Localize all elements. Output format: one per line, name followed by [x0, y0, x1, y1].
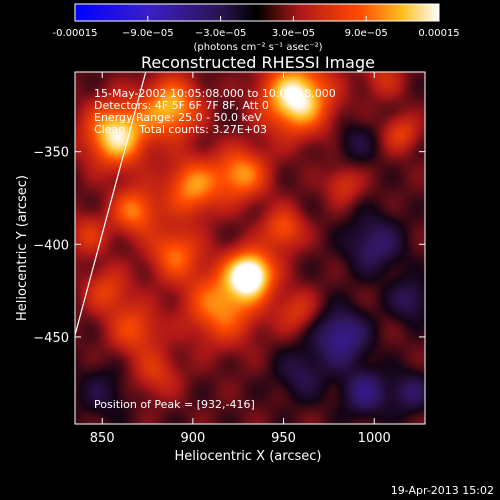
colorbar-tick-label: -0.00015 [53, 28, 98, 39]
annotation-energy: Energy Range: 25.0 - 50.0 keV [94, 111, 262, 124]
y-tick-label: −350 [33, 146, 69, 161]
colorbar-ticks: -0.00015 −9.0e−05 −3.0e−05 3.0e−05 9.0e−05 0.… [53, 16, 460, 39]
peak-position-label: Position of Peak = [932,-416] [94, 398, 255, 411]
colorbar-tick-label: −9.0e−05 [122, 28, 174, 39]
annotation-time: 15-May-2002 10:05:08.000 to 10:08:18.000 [94, 87, 336, 100]
chart-title: Reconstructed RHESSI Image [141, 53, 375, 72]
annotation-detectors: Detectors: 4F 5F 6F 7F 8F, Att 0 [94, 99, 269, 112]
y-tick-label: −450 [33, 331, 69, 346]
limb-line [75, 72, 147, 336]
colorbar-tick-label: 9.0e−05 [345, 28, 388, 39]
colorbar-tick-label: −3.0e−05 [195, 28, 247, 39]
x-tick-label: 900 [180, 431, 205, 446]
x-tick-label: 850 [90, 431, 115, 446]
plot-frame [74, 71, 426, 425]
heatmap-image [75, 72, 425, 424]
heatmap-plot: 850 900 950 1000 −450 −400 −350 [33, 71, 426, 446]
x-axis-title: Heliocentric X (arcsec) [175, 449, 322, 464]
x-tick-label: 950 [271, 431, 296, 446]
colorbar-units: (photons cm⁻² s⁻¹ asec⁻²) [193, 42, 322, 53]
x-tick-label: 1000 [358, 431, 391, 446]
annotation-block: 15-May-2002 10:05:08.000 to 10:08:18.000… [94, 87, 336, 136]
colorbar [74, 3, 440, 22]
colorbar-tick-label: 3.0e−05 [272, 28, 315, 39]
axis-ticks: 850 900 950 1000 −450 −400 −350 [33, 72, 425, 446]
annotation-clean: Clean Total counts: 3.27E+03 [94, 123, 267, 136]
colorbar-tick-label: 0.00015 [418, 28, 459, 39]
footer-timestamp: 19-Apr-2013 15:02 [391, 484, 494, 497]
y-axis-title: Heliocentric Y (arcsec) [15, 175, 30, 321]
y-tick-label: −400 [33, 238, 69, 253]
